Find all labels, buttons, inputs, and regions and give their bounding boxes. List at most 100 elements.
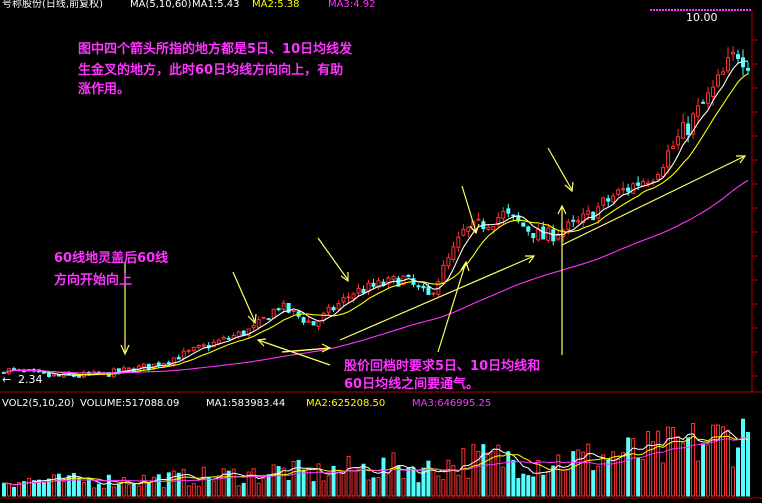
volume-bar (146, 482, 151, 497)
candle-body (211, 341, 216, 348)
volume-bar (651, 441, 656, 497)
volume-bar (361, 463, 366, 497)
volume-bar (166, 472, 171, 497)
candle-body (151, 363, 156, 369)
candle-body (616, 189, 621, 196)
volume-bar (486, 452, 491, 497)
candle-body (531, 233, 536, 239)
volume-bar (201, 466, 206, 497)
arrow-cross-4-head (564, 181, 574, 193)
volume-bar (386, 472, 391, 497)
volume-bar (91, 487, 96, 497)
top-note-line1: 图中四个箭头所指的地方都是5日、10日均线发 (78, 41, 353, 57)
volume-bar (261, 477, 266, 497)
volume-bar (581, 451, 586, 497)
candle-body (346, 296, 351, 299)
volume-bar (336, 472, 341, 497)
candle-body (186, 349, 191, 352)
candle-body (376, 280, 381, 288)
volume-bar (501, 466, 506, 497)
annotation-text-group: 图中四个箭头所指的地方都是5日、10日均线发 生金叉的地方，此时60日均线方向向… (54, 41, 540, 392)
volume-bar (691, 422, 696, 497)
candle-body (546, 227, 551, 241)
candle-body (711, 86, 716, 97)
volume-bar (576, 449, 581, 497)
volume-bar (411, 467, 416, 497)
volume-bar (656, 430, 661, 497)
volume-bar (96, 483, 101, 497)
volume-bar (671, 427, 676, 497)
ma-line-60 (3, 179, 749, 374)
volume-bar (421, 467, 426, 497)
volume-bar (356, 467, 361, 497)
candle-body (286, 302, 291, 313)
volume-bar (571, 451, 576, 497)
candle-body (691, 113, 696, 135)
candle-body (556, 234, 561, 240)
volume-bar (376, 476, 381, 497)
ma-lines (3, 60, 749, 376)
arrow-gap-3-head (525, 255, 536, 264)
arrow-cross-4 (547, 147, 573, 191)
candle-body (126, 367, 131, 370)
volume-bar (706, 444, 711, 497)
volume-bar (86, 478, 91, 497)
candle-body (446, 257, 451, 267)
volume-bar (246, 471, 251, 497)
low-price-arrow: ← (2, 373, 11, 386)
volume-bar (221, 468, 226, 497)
volume-bar (666, 426, 671, 497)
volume-bar (2, 482, 6, 497)
candle-body (391, 276, 396, 280)
candle-body (611, 195, 616, 203)
volume-bar (436, 475, 441, 497)
candle-body (326, 306, 331, 313)
candle-body (721, 71, 726, 75)
candle-body (416, 285, 421, 288)
volume-bar (181, 468, 186, 497)
volume-bar (636, 457, 641, 497)
volume-bar (126, 484, 131, 497)
candle-body (41, 371, 46, 374)
candle-body (576, 220, 581, 223)
volume-bar (116, 484, 121, 497)
volume-bar (736, 447, 741, 497)
candle-body (426, 286, 431, 295)
arrow-cross-1-head (247, 313, 257, 325)
candle-body (736, 54, 741, 59)
arrow-cross-2-head (340, 272, 349, 283)
price-axis-ticks (752, 39, 758, 377)
candle-body (281, 302, 286, 310)
volume-bar (541, 474, 546, 497)
volume-bar (121, 477, 126, 497)
volume-bar (631, 438, 636, 497)
candle-body (56, 374, 61, 377)
left-note-line1: 60线地灵盖后60线 (54, 250, 168, 266)
volume-bar (496, 444, 501, 497)
candle-body (141, 363, 146, 368)
arrow-gap-4-head (460, 260, 470, 272)
candle-body (496, 216, 501, 226)
volume-bar (81, 481, 86, 497)
candle-body (716, 74, 721, 87)
volume-bar (351, 470, 356, 497)
candle-body (461, 228, 466, 236)
candle-body (246, 328, 251, 336)
candle-body (456, 236, 461, 248)
candle-body (196, 345, 201, 348)
candle-body (361, 288, 366, 294)
candle-body (386, 277, 391, 285)
volume-bar (21, 481, 26, 497)
volume-bar (726, 429, 731, 497)
volume-bar (271, 464, 276, 497)
volume-bar (371, 477, 376, 497)
volume-bar (381, 457, 386, 497)
volume-bar (321, 480, 326, 497)
volume-bar (291, 461, 296, 497)
volume-bar (611, 451, 616, 497)
annotation-arrows (120, 147, 747, 366)
candle-body (171, 357, 176, 365)
volume-bar (731, 466, 736, 497)
volume-bar (281, 467, 286, 497)
